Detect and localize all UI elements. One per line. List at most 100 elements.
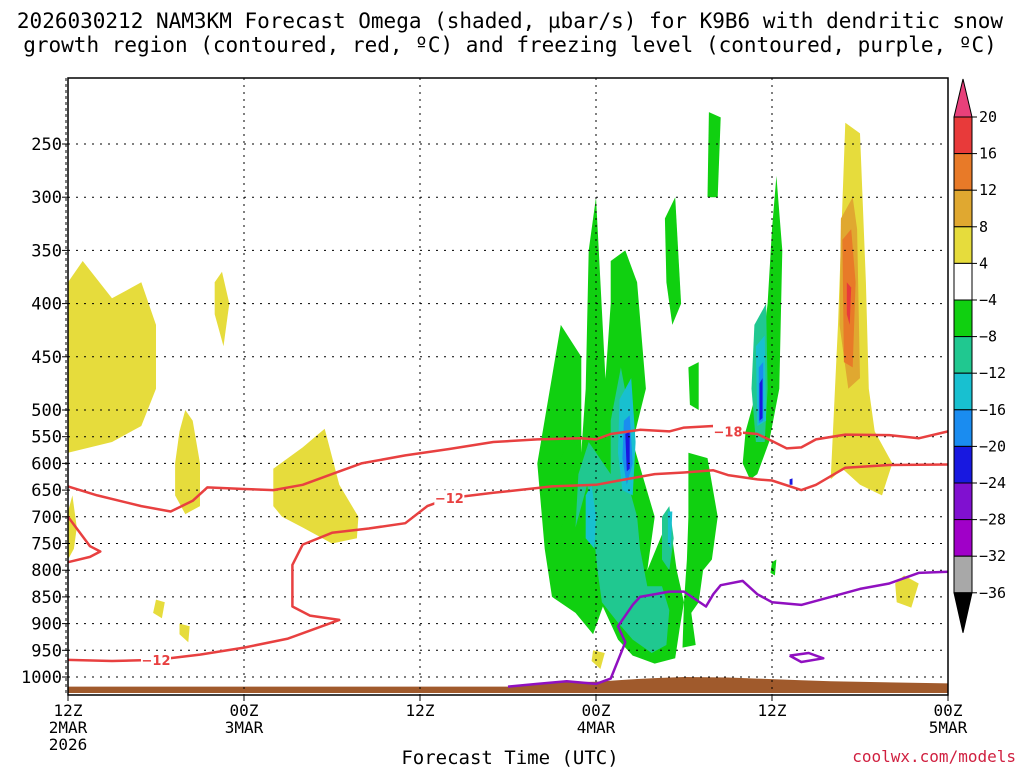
credit-text: coolwx.com/models	[852, 747, 1016, 766]
y-tick-label: 850	[31, 588, 62, 608]
omega-region	[625, 431, 630, 472]
omega-region	[770, 559, 777, 576]
x-tick-label: 2026	[49, 735, 88, 754]
colorbar-label: −16	[979, 401, 1006, 419]
colorbar-segment	[953, 189, 973, 228]
plot-background	[68, 78, 948, 695]
colorbar-label: −24	[979, 474, 1006, 492]
colorbar-segment	[953, 226, 973, 264]
contour-freezing-level	[789, 651, 825, 664]
contour-label: −18	[714, 425, 743, 440]
plot-border	[67, 77, 949, 696]
colorbar-segment	[953, 262, 973, 301]
colorbar-segment	[953, 372, 973, 411]
contour-label: −12	[435, 492, 464, 507]
y-tick-label: 400	[31, 295, 62, 315]
y-tick-label: 350	[31, 241, 62, 261]
omega-region	[789, 478, 793, 485]
contour-label-bg	[141, 651, 171, 667]
contour-label: −12	[142, 654, 171, 669]
y-tick-label: 500	[31, 401, 62, 421]
omega-region	[153, 599, 165, 619]
colorbar-segment	[953, 116, 973, 155]
colorbar-segment	[953, 409, 973, 447]
x-tick-label: 12Z	[758, 701, 787, 720]
colorbar-label: −36	[979, 584, 1006, 602]
x-tick-label: 00Z	[230, 701, 259, 720]
x-tick-label: 12Z	[54, 701, 83, 720]
omega-region	[68, 261, 156, 453]
colorbar-bottom-arrow	[953, 592, 973, 633]
chart-title-line-2: growth region (contoured, red, ºC) and f…	[23, 33, 997, 57]
omega-region	[575, 367, 670, 653]
omega-region	[664, 197, 682, 325]
colorbar-label: 16	[979, 145, 997, 163]
contour-dgz-cold	[67, 424, 949, 513]
omega-region	[68, 495, 77, 560]
y-tick-label: 750	[31, 535, 62, 555]
colorbar-segment	[953, 445, 973, 484]
omega-region	[846, 282, 852, 325]
omega-region	[585, 484, 596, 549]
y-tick-label: 1000	[21, 668, 62, 688]
contour-label-bg	[713, 423, 743, 439]
omega-region	[179, 623, 190, 643]
colorbar-label: −4	[979, 291, 997, 309]
omega-region	[175, 410, 200, 515]
omega-region	[688, 362, 699, 410]
colorbar-segment	[953, 555, 973, 594]
omega-region	[759, 378, 763, 421]
y-tick-label: 900	[31, 615, 62, 635]
y-tick-label: 700	[31, 508, 62, 528]
colorbar-top-arrow	[953, 78, 973, 118]
y-tick-label: 450	[31, 348, 62, 368]
omega-shading	[68, 112, 919, 669]
omega-region	[895, 575, 919, 608]
y-tick-label: 950	[31, 641, 62, 661]
plot-area	[68, 78, 948, 695]
omega-region	[591, 650, 605, 669]
colorbar-label: −12	[979, 364, 1006, 382]
omega-region	[742, 175, 783, 480]
terrain-layer	[68, 677, 948, 693]
y-axis-ticks: 250 300 350 400 450 500 550 600 650 700 750 800 850 9…	[21, 135, 68, 688]
colorbar-label: −28	[979, 511, 1006, 529]
contour-freezing-level	[507, 570, 949, 688]
colorbar-label: 12	[979, 181, 997, 199]
omega-region	[273, 428, 359, 544]
temperature-contours: −12 −18 −12	[66, 423, 949, 688]
omega-region	[707, 112, 721, 198]
colorbar-segment	[953, 519, 973, 557]
x-tick-label: 3MAR	[225, 718, 264, 737]
colorbar-label: 8	[979, 218, 988, 236]
plot-frame	[65, 77, 949, 696]
colorbar-segment	[953, 482, 973, 521]
omega-region	[214, 271, 230, 347]
x-tick-label: 2MAR	[49, 718, 88, 737]
y-tick-label: 300	[31, 188, 62, 208]
x-axis-label: Forecast Time (UTC)	[401, 747, 618, 768]
x-tick-label: 00Z	[582, 701, 611, 720]
omega-region	[667, 511, 673, 549]
colorbar-label: −20	[979, 437, 1006, 455]
terrain-ground	[68, 677, 948, 693]
x-tick-label: 00Z	[934, 701, 963, 720]
colorbar-label: −32	[979, 547, 1006, 565]
y-tick-label: 250	[31, 135, 62, 155]
y-tick-label: 800	[31, 561, 62, 581]
colorbar-label: 4	[979, 254, 988, 272]
chart-title-line-1: 2026030212 NAM3KM Forecast Omega (shaded…	[17, 9, 1004, 33]
x-tick-label: 5MAR	[929, 718, 968, 737]
y-tick-label: 550	[31, 428, 62, 448]
contour-label-bg	[434, 490, 465, 506]
x-tick-label: 12Z	[406, 701, 435, 720]
colorbar-label: 20	[979, 108, 997, 126]
contour-dgz-warm	[66, 516, 102, 564]
colorbar-label: −8	[979, 328, 997, 346]
colorbar-segment	[953, 153, 973, 191]
colorbar: 20 16 12 8 4 −4 −8 −12 −16 −20 −24 −28 −32 −36	[953, 78, 1006, 633]
y-tick-label: 650	[31, 481, 62, 501]
colorbar-segment	[953, 299, 973, 338]
